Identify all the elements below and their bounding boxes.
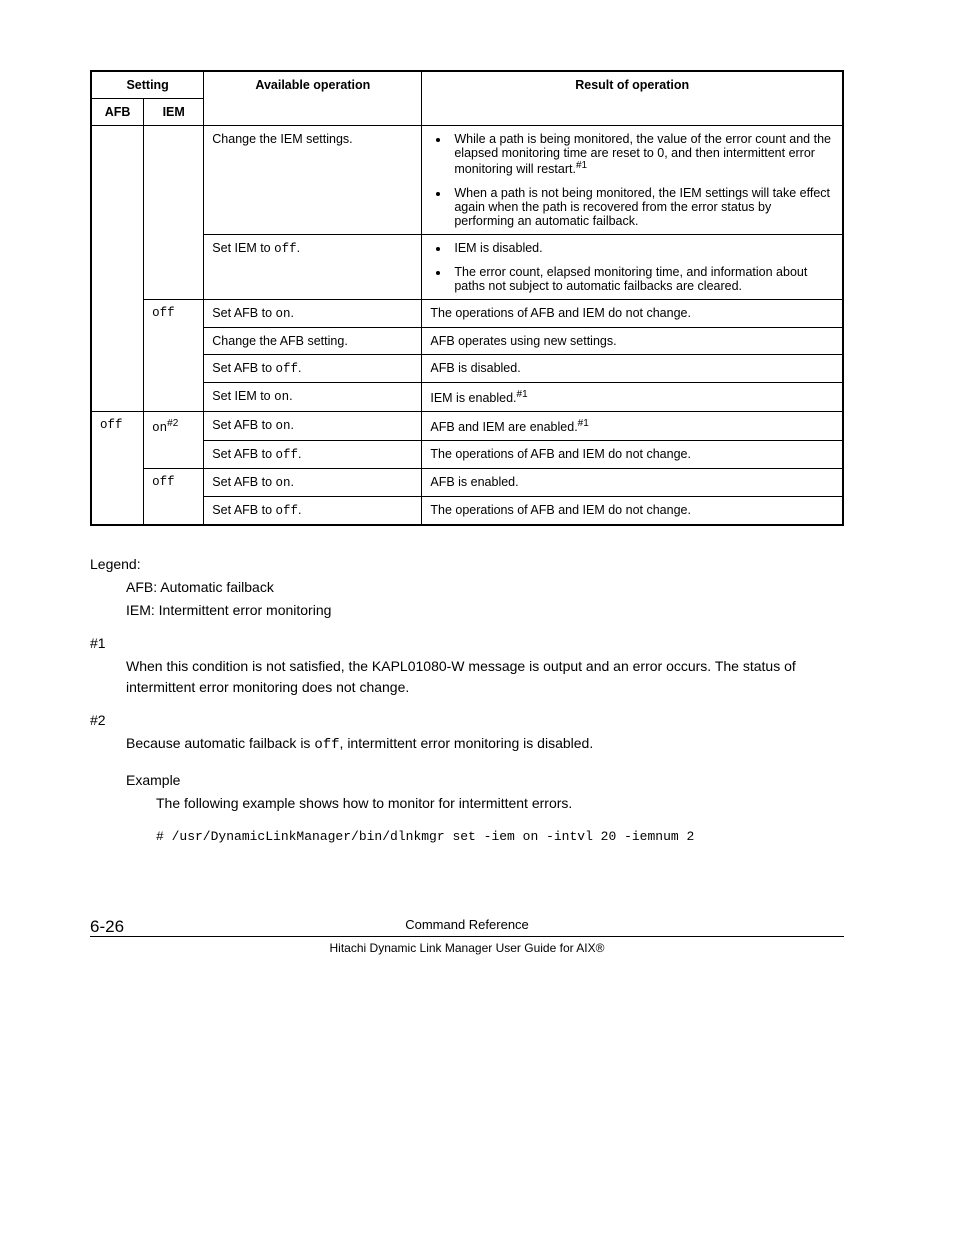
cell-result: The operations of AFB and IEM do not cha…	[422, 497, 843, 526]
hash2-text: Because automatic failback is off, inter…	[126, 733, 844, 756]
cell-op: Set AFB to off.	[204, 441, 422, 469]
cell-op: Set AFB to off.	[204, 497, 422, 526]
hash1-label: #1	[90, 633, 844, 654]
cell-result: AFB is enabled.	[422, 469, 843, 497]
table-row: Change the IEM settings. While a path is…	[91, 126, 843, 235]
cell-afb-blank	[91, 126, 144, 412]
cell-op: Change the AFB setting.	[204, 328, 422, 355]
table-row: Set IEM to off. IEM is disabled. The err…	[91, 235, 843, 300]
cell-result: IEM is disabled. The error count, elapse…	[422, 235, 843, 300]
page-number: 6-26	[90, 917, 124, 937]
legend-iem: IEM: Intermittent error monitoring	[126, 600, 844, 621]
settings-table: Setting Available operation Result of op…	[90, 70, 844, 526]
cell-result: While a path is being monitored, the val…	[422, 126, 843, 235]
cell-result: AFB and IEM are enabled.#1	[422, 412, 843, 441]
th-setting: Setting	[91, 71, 204, 99]
cell-op: Set AFB to off.	[204, 355, 422, 383]
table-row: Set AFB to off. The operations of AFB an…	[91, 441, 843, 469]
example-text: The following example shows how to monit…	[156, 793, 844, 814]
cell-iem-off2: off	[144, 469, 204, 526]
cell-iem-off: off	[144, 300, 204, 412]
cell-afb-off: off	[91, 412, 144, 526]
table-row: Change the AFB setting. AFB operates usi…	[91, 328, 843, 355]
table-row: Set AFB to off. AFB is disabled.	[91, 355, 843, 383]
cell-op: Set AFB to on.	[204, 412, 422, 441]
hash2-label: #2	[90, 710, 844, 731]
table-row: off Set AFB to on. AFB is enabled.	[91, 469, 843, 497]
cell-iem-blank	[144, 126, 204, 300]
cell-result: The operations of AFB and IEM do not cha…	[422, 441, 843, 469]
cell-op: Set AFB to on.	[204, 469, 422, 497]
footer-section: Command Reference	[405, 917, 529, 932]
legend-block: Legend: AFB: Automatic failback IEM: Int…	[90, 554, 844, 847]
hash1-text: When this condition is not satisfied, th…	[126, 656, 844, 698]
cell-result: AFB is disabled.	[422, 355, 843, 383]
cell-iem-on: on#2	[144, 412, 204, 469]
cell-result: The operations of AFB and IEM do not cha…	[422, 300, 843, 328]
table-row: Set AFB to off. The operations of AFB an…	[91, 497, 843, 526]
th-available-op: Available operation	[204, 71, 422, 126]
example-label: Example	[126, 770, 844, 791]
cell-op: Set IEM to on.	[204, 383, 422, 412]
cell-result: IEM is enabled.#1	[422, 383, 843, 412]
footer-divider	[90, 936, 844, 937]
cell-op: Set AFB to on.	[204, 300, 422, 328]
th-afb: AFB	[91, 99, 144, 126]
th-iem: IEM	[144, 99, 204, 126]
legend-title: Legend:	[90, 554, 844, 575]
footer-doc-title: Hitachi Dynamic Link Manager User Guide …	[90, 941, 844, 955]
table-row: off on#2 Set AFB to on. AFB and IEM are …	[91, 412, 843, 441]
example-code: # /usr/DynamicLinkManager/bin/dlnkmgr se…	[156, 828, 844, 847]
legend-afb: AFB: Automatic failback	[126, 577, 844, 598]
table-row: Set IEM to on. IEM is enabled.#1	[91, 383, 843, 412]
th-result: Result of operation	[422, 71, 843, 126]
cell-result: AFB operates using new settings.	[422, 328, 843, 355]
cell-op: Change the IEM settings.	[204, 126, 422, 235]
cell-op: Set IEM to off.	[204, 235, 422, 300]
page-container: Setting Available operation Result of op…	[0, 0, 954, 1005]
table-row: off Set AFB to on. The operations of AFB…	[91, 300, 843, 328]
page-footer: 6-26 Command Reference Hitachi Dynamic L…	[90, 917, 844, 955]
